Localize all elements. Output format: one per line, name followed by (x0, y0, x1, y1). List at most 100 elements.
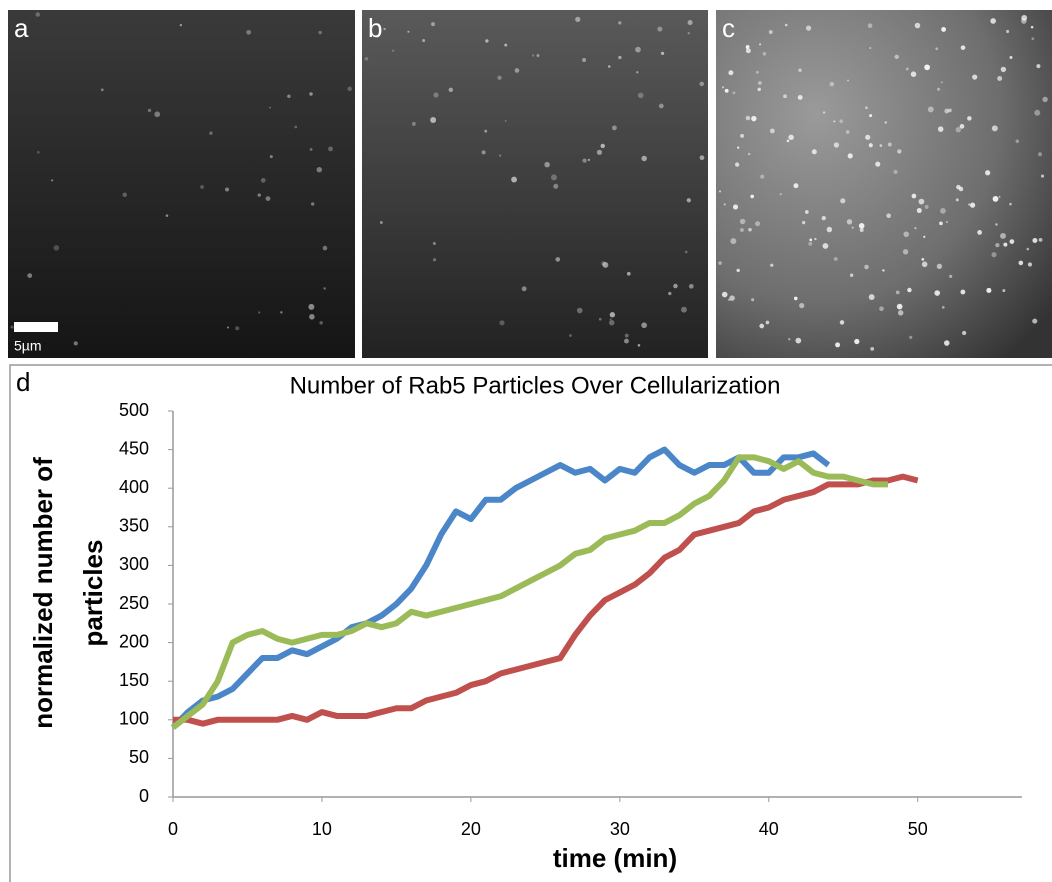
particle (849, 273, 854, 277)
particle (910, 71, 917, 77)
particle (609, 318, 612, 321)
particle (897, 149, 902, 154)
particle (869, 114, 873, 118)
particle (601, 261, 606, 266)
particle (258, 311, 261, 314)
particle (411, 121, 416, 126)
particle (569, 334, 572, 337)
particle (686, 198, 691, 203)
particle (941, 305, 945, 309)
particle (1015, 139, 1020, 143)
particle (287, 94, 291, 99)
particle (1000, 233, 1006, 239)
particle (750, 194, 755, 199)
particle (728, 70, 734, 76)
particle (939, 221, 943, 226)
particle (923, 235, 926, 238)
particle (328, 146, 333, 152)
particle (511, 176, 517, 183)
particle (624, 333, 629, 338)
particle (858, 223, 865, 229)
particle (1038, 237, 1043, 242)
panel-label: d (16, 367, 30, 397)
particle (865, 134, 871, 140)
particle (870, 346, 875, 351)
scale-bar (14, 322, 58, 332)
particle (740, 133, 745, 138)
particle (553, 183, 559, 189)
particle (867, 23, 873, 29)
particles (10, 12, 1048, 351)
particle (944, 108, 950, 114)
particle (835, 342, 841, 348)
particle (499, 154, 502, 157)
particle (179, 23, 183, 27)
series-line (173, 473, 919, 727)
particle (1009, 202, 1012, 206)
particle (723, 203, 726, 206)
chart-title: Number of Rab5 Particles Over Cellulariz… (290, 372, 781, 399)
particle (100, 88, 104, 92)
particle (995, 223, 998, 226)
particle (364, 57, 369, 61)
particle (864, 264, 869, 270)
particle (759, 323, 765, 329)
y-tick-label: 200 (119, 631, 149, 651)
particle (1026, 247, 1030, 251)
particle (514, 68, 520, 73)
particle (1003, 242, 1008, 247)
particle (209, 131, 213, 135)
particle (805, 25, 812, 31)
particle (924, 205, 929, 209)
panel-label: b (368, 13, 382, 43)
particle (1018, 260, 1024, 266)
particle (986, 287, 992, 293)
y-axis-label: normalized number of (28, 457, 58, 729)
particle (833, 142, 840, 148)
particle (430, 117, 437, 123)
particle (484, 129, 488, 133)
particle (637, 92, 644, 99)
particle (770, 263, 774, 267)
particle (762, 51, 767, 56)
particle (154, 111, 161, 118)
particle (598, 317, 602, 321)
particle (916, 208, 922, 214)
particle (936, 263, 943, 269)
particle (822, 243, 829, 249)
particle (795, 337, 802, 344)
particle (959, 124, 965, 129)
particle (1030, 25, 1034, 29)
particle (246, 29, 252, 35)
particle (550, 174, 557, 181)
y-tick-label: 450 (119, 438, 149, 458)
particle (968, 203, 971, 206)
particle (699, 155, 705, 161)
particle (757, 87, 761, 92)
particle (35, 12, 41, 17)
particle (608, 65, 611, 68)
y-tick-label: 50 (129, 747, 149, 767)
particle (668, 291, 672, 296)
particle (940, 81, 943, 84)
particle (323, 287, 326, 290)
particle (788, 337, 791, 341)
series-line (171, 454, 888, 730)
particle (991, 252, 997, 258)
x-tick-label: 30 (610, 819, 630, 839)
particle (737, 146, 740, 149)
particle (602, 262, 609, 268)
particle (956, 184, 961, 190)
particle (755, 70, 759, 74)
particle (658, 103, 664, 109)
particle (1021, 18, 1027, 24)
particle (433, 92, 439, 98)
particle (814, 237, 817, 241)
scale-bar-label: 5µm (14, 338, 42, 354)
particle (225, 187, 230, 192)
particle (937, 87, 941, 91)
particle (960, 45, 966, 50)
particle (165, 214, 169, 217)
particle (687, 32, 690, 35)
